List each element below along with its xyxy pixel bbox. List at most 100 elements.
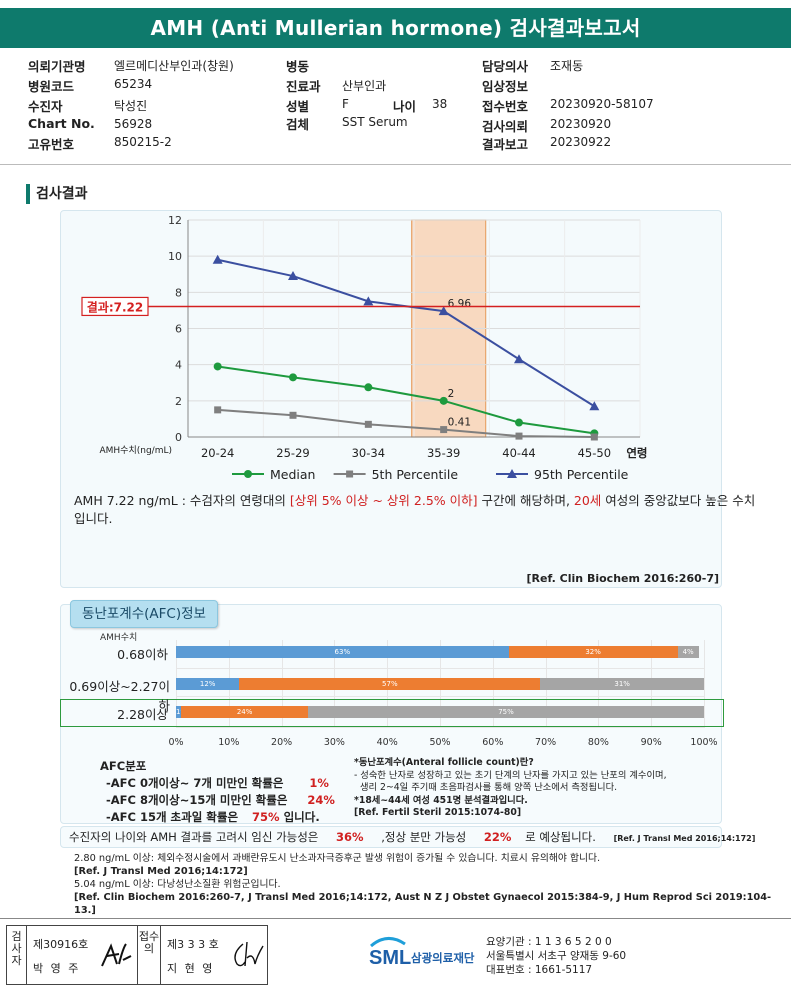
data-point <box>289 373 297 382</box>
afc-dist-value: 75% <box>252 810 280 824</box>
y-tick-label: 0 <box>175 431 182 444</box>
afc-distribution: AFC분포 -AFC 0개이상~ 7개 미만인 확률은 1% -AFC 8개이상~… <box>100 758 335 826</box>
y-tick-label: 2 <box>175 395 182 408</box>
data-point <box>515 418 523 427</box>
pregnancy-rate: 36% <box>336 830 364 844</box>
data-label: 0.41 <box>448 417 471 429</box>
y-axis-label: AMH수치(ng/mL) <box>99 444 172 456</box>
afc-bar-segment: 75% <box>307 706 704 718</box>
divider <box>0 164 791 165</box>
delivery-rate: 22% <box>483 830 512 844</box>
result-label-box <box>81 296 149 317</box>
info-value: 20230920 <box>550 117 612 131</box>
series-line <box>217 408 595 438</box>
section-title: 검사결과 <box>26 184 88 204</box>
info-value: 엘르메디산부인과(창원) <box>114 59 234 73</box>
tester-label: 검사자 <box>7 926 27 984</box>
afc-bar-segment: 57% <box>239 678 541 690</box>
afc-distribution-line: -AFC 0개이상~ 7개 미만인 확률은 1% <box>100 775 335 792</box>
info-value: 조재동 <box>550 59 584 73</box>
pregnancy-reference: [Ref. J Transl Med 2016;14:172] <box>613 834 756 843</box>
afc-stacked-bar: 63% 32% 4% <box>176 646 704 658</box>
legend-label: 5th Percentile <box>372 467 459 482</box>
data-point <box>288 271 298 281</box>
afc-tick-label: 70% <box>535 737 557 748</box>
footer-divider <box>0 918 791 919</box>
afc-tick-label: 0% <box>168 737 184 748</box>
data-label: 2 <box>448 388 455 400</box>
afc-gridline <box>176 696 704 697</box>
info-value: 20230922 <box>550 135 612 149</box>
info-label: 결과보고 <box>482 137 529 152</box>
afc-stacked-bar: 12% 57% 31% <box>176 678 704 690</box>
afc-dist-text: -AFC 15개 초과일 확률은 <box>106 810 239 824</box>
pregnancy-text: 로 예상됩니다. <box>525 830 596 844</box>
afc-dist-tail: 입니다. <box>279 810 320 824</box>
sml-org-name: 삼광의료재단 <box>411 951 475 965</box>
afc-dist-value: 24% <box>307 793 335 807</box>
data-point <box>364 420 372 428</box>
afc-row-label: 0.68이하 <box>117 647 168 662</box>
sml-logo: SML 삼광의료재단 <box>367 934 479 976</box>
info-value: F <box>342 97 349 111</box>
data-point <box>212 254 223 264</box>
afc-dist-text: -AFC 8개이상~15개 미만인 확률은 <box>106 793 288 807</box>
afc-tick-label: 90% <box>640 737 662 748</box>
data-point <box>515 432 523 440</box>
afc-bar-segment: 4% <box>677 646 699 658</box>
reviewer-label-text: 접수의 <box>138 930 160 955</box>
info-label: 수진자 <box>28 99 63 114</box>
afc-note-line: 생리 2~4일 주기때 초음파검사를 통해 양쪽 난소에서 측정됩니다. <box>360 782 618 794</box>
info-label: 병동 <box>286 59 310 74</box>
afc-dist-value: 1% <box>309 776 329 790</box>
afc-tick-label: 50% <box>429 737 451 748</box>
info-label: 접수번호 <box>482 99 529 114</box>
afc-gridline <box>176 668 704 669</box>
result-description: AMH 7.22 ng/mL : 수검자의 연령대의 [상위 5% 이상 ~ 상… <box>74 492 764 528</box>
info-label: 담당의사 <box>482 59 529 74</box>
afc-note-line: [Ref. Fertil Steril 2015:1074-80] <box>354 807 522 819</box>
series-line <box>217 258 595 408</box>
data-point <box>213 362 222 371</box>
x-tick-label: 35-39 <box>427 446 460 460</box>
info-value: 65234 <box>114 77 153 91</box>
legend-label: Median <box>270 467 315 482</box>
info-value: 850215-2 <box>114 135 172 149</box>
org-info: 요양기관 : 1 1 3 6 5 2 0 0 서울특별시 서초구 양재동 9-6… <box>486 935 626 977</box>
data-point <box>363 296 374 306</box>
info-value: SST Serum <box>342 115 408 129</box>
y-tick-label: 6 <box>175 323 182 336</box>
sml-logo-text: SML <box>369 947 411 969</box>
afc-distribution-line: -AFC 15개 초과일 확률은 75% 입니다. <box>100 809 335 826</box>
afc-tick-label: 40% <box>376 737 398 748</box>
info-value: 20230920-58107 <box>550 97 654 111</box>
afc-dist-text: -AFC 0개이상~ 7개 미만인 확률은 <box>106 776 284 790</box>
x-tick-label: 30-34 <box>352 446 385 460</box>
info-label: 고유번호 <box>28 137 75 152</box>
result-text-part: 여성의 중앙값보다 높은 수치입니다. <box>74 493 756 526</box>
report-title: AMH (Anti Mullerian hormone) 검사결과보고서 <box>0 8 791 48</box>
data-point <box>439 396 448 405</box>
org-info-line: 대표번호 : 1661-5117 <box>486 964 593 976</box>
info-label: 병원코드 <box>28 79 75 94</box>
afc-stacked-bar: 1%24%75% <box>176 706 704 718</box>
afc-note-line: *18세~44세 여성 451명 분석결과입니다. <box>354 794 528 806</box>
tester-label-text: 검사자 <box>11 930 22 967</box>
reviewer-number: 제3 3 3 호 <box>167 938 219 951</box>
afc-gridline <box>704 640 705 728</box>
info-label: 성별 <box>286 99 310 114</box>
afc-gridline <box>176 727 704 728</box>
info-value: 56928 <box>114 117 153 131</box>
info-label: 임상정보 <box>482 79 529 94</box>
info-label: 나이 <box>393 99 417 114</box>
afc-highlight-row <box>60 699 724 727</box>
tester-signature <box>101 943 132 967</box>
result-range: [상위 5% 이상 ~ 상위 2.5% 이하] <box>289 493 478 508</box>
afc-tick-label: 100% <box>690 737 718 748</box>
result-text-part: AMH 7.22 ng/mL : 수검자의 연령대의 <box>74 493 290 508</box>
note-line: 5.04 ng/mL 이상: 다낭성난소질환 위험군입니다. <box>74 879 281 890</box>
result-label: 결과:7.22 <box>87 299 144 314</box>
data-label: 6.96 <box>448 298 472 310</box>
afc-tick-label: 30% <box>323 737 345 748</box>
afc-tick-label: 80% <box>587 737 609 748</box>
